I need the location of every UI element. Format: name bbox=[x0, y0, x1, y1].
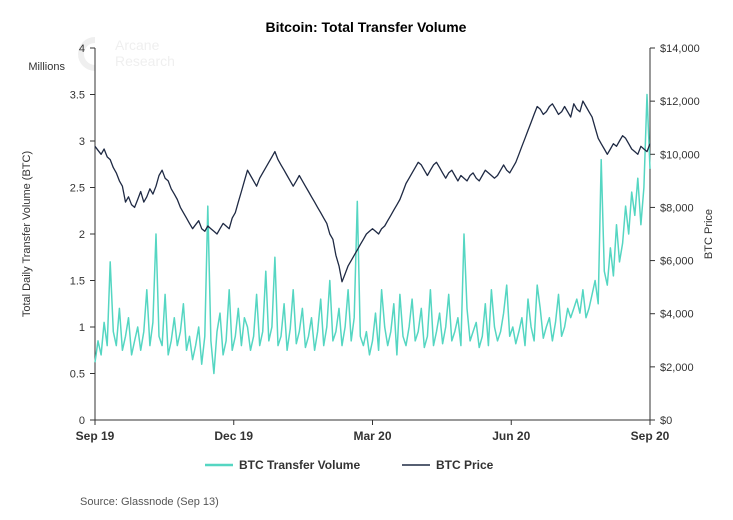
y1-tick-label: 1.5 bbox=[70, 276, 85, 288]
y1-tick-label: 0.5 bbox=[70, 369, 85, 381]
y2-tick-label: $12,000 bbox=[660, 96, 700, 108]
y1-tick-label: 4 bbox=[79, 43, 85, 55]
y1-tick-label: 2.5 bbox=[70, 183, 85, 195]
series-volume bbox=[95, 95, 650, 374]
source-label: Source: Glassnode (Sep 13) bbox=[80, 496, 219, 508]
chart-title: Bitcoin: Total Transfer Volume bbox=[266, 19, 467, 35]
chart-svg: ArcaneResearch Bitcoin: Total Transfer Vo… bbox=[0, 0, 733, 520]
y1-sublabel: Millions bbox=[28, 61, 65, 73]
y2-tick-label: $14,000 bbox=[660, 43, 700, 55]
y2-tick-label: $4,000 bbox=[660, 309, 694, 321]
x-tick-label: Mar 20 bbox=[353, 429, 391, 443]
watermark-line2: Research bbox=[115, 53, 175, 69]
y2-tick-label: $2,000 bbox=[660, 362, 694, 374]
legend-label: BTC Price bbox=[436, 458, 494, 472]
y1-axis-label: Total Daily Transfer Volume (BTC) bbox=[21, 151, 33, 317]
y2-axis-label: BTC Price bbox=[703, 209, 715, 259]
y1-tick-label: 1 bbox=[79, 322, 85, 334]
y2-tick-label: $0 bbox=[660, 415, 672, 427]
watermark-line1: Arcane bbox=[115, 37, 160, 53]
y1-tick-label: 3 bbox=[79, 136, 85, 148]
y1-tick-label: 3.5 bbox=[70, 90, 85, 102]
legend: BTC Transfer Volume BTC Price bbox=[205, 458, 494, 472]
legend-label: BTC Transfer Volume bbox=[239, 458, 360, 472]
x-tick-label: Jun 20 bbox=[492, 429, 530, 443]
y2-tick-label: $10,000 bbox=[660, 149, 700, 161]
y1-tick-label: 0 bbox=[79, 415, 85, 427]
y2-tick-label: $6,000 bbox=[660, 256, 694, 268]
x-tick-label: Sep 19 bbox=[76, 429, 115, 443]
series-price bbox=[95, 101, 650, 282]
x-tick-label: Sep 20 bbox=[631, 429, 670, 443]
y2-tick-label: $8,000 bbox=[660, 202, 694, 214]
chart-container: ArcaneResearch Bitcoin: Total Transfer Vo… bbox=[0, 0, 733, 520]
x-tick-label: Dec 19 bbox=[214, 429, 253, 443]
y1-tick-label: 2 bbox=[79, 229, 85, 241]
